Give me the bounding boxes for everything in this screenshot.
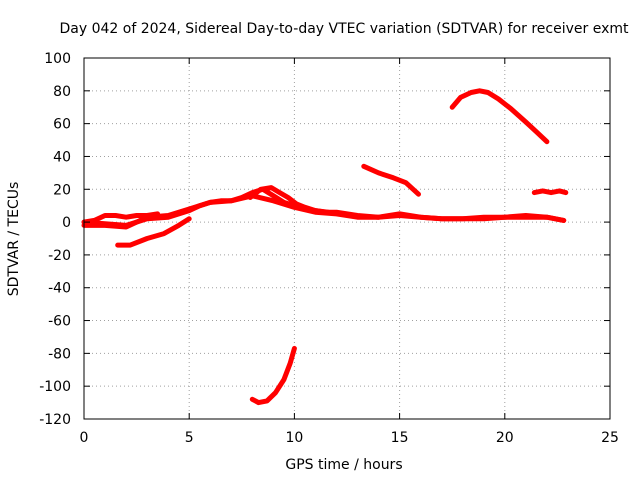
series-evening-hump <box>247 185 331 215</box>
y-tick-label: 20 <box>53 182 71 198</box>
series-high-arc <box>449 88 550 145</box>
data-series <box>81 88 569 406</box>
chart-title: Day 042 of 2024, Sidereal Day-to-day VTE… <box>60 21 630 37</box>
y-axis-label: SDTVAR / TECUs <box>6 182 22 297</box>
x-tick-label: 25 <box>601 430 619 446</box>
y-tick-label: -40 <box>48 281 71 297</box>
y-axis: -120 -100 -80 -60 -40 -20 0 20 40 60 80 100 <box>39 51 610 428</box>
series-late-band <box>531 188 569 196</box>
y-tick-label: -60 <box>48 314 71 330</box>
x-tick-label: 10 <box>285 430 303 446</box>
y-tick-label: -120 <box>39 412 71 428</box>
y-tick-label: 60 <box>53 117 71 133</box>
grid <box>84 58 610 419</box>
y-tick-label: -100 <box>39 379 71 395</box>
x-axis: 0 5 10 15 20 25 <box>80 58 619 446</box>
y-tick-label: 40 <box>53 149 71 165</box>
y-tick-label: -80 <box>48 346 71 362</box>
x-tick-label: 5 <box>185 430 194 446</box>
series-dip-arc <box>249 345 297 406</box>
y-tick-label: 80 <box>53 84 71 100</box>
y-tick-label: 0 <box>62 215 71 231</box>
series-early-branch <box>81 211 161 225</box>
x-axis-label: GPS time / hours <box>285 457 402 473</box>
plot-frame <box>83 57 611 420</box>
y-tick-label: 100 <box>44 51 71 67</box>
x-tick-label: 0 <box>80 430 89 446</box>
y-tick-label: -20 <box>48 248 71 264</box>
series-mid-arc <box>361 163 421 197</box>
series-low-branch <box>115 216 192 248</box>
series-main-band-upper <box>81 186 567 228</box>
x-tick-label: 15 <box>391 430 409 446</box>
x-tick-label: 20 <box>496 430 514 446</box>
